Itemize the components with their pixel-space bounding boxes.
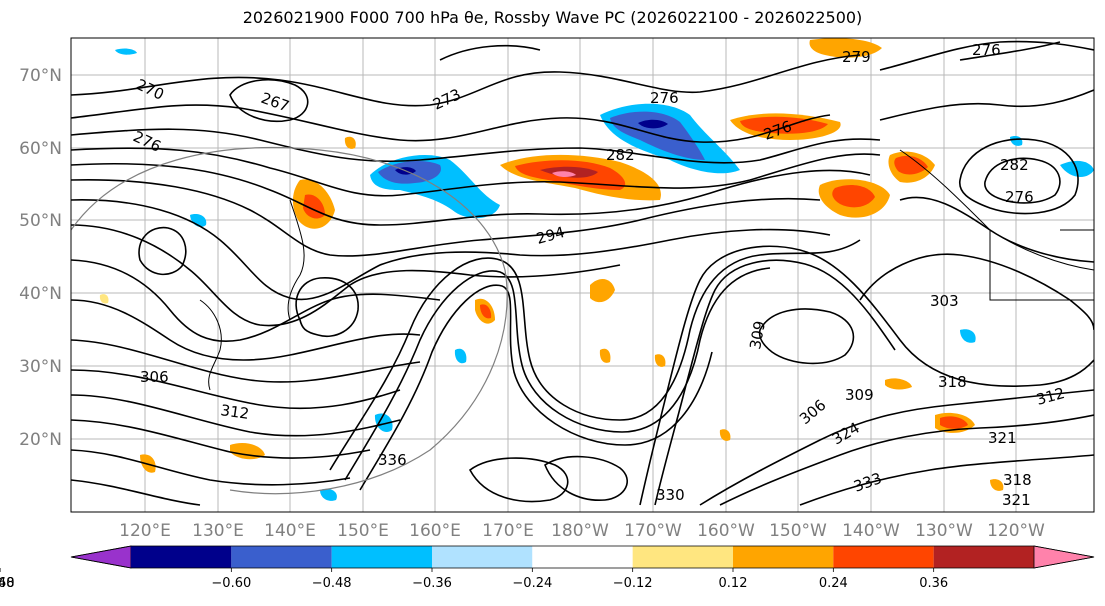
- longitude-label: 140°E: [264, 521, 316, 541]
- theta-e-contours: [71, 40, 1094, 506]
- colorbar-tick-label: −0.12: [613, 576, 653, 591]
- longitude-label: 160°W: [697, 521, 755, 541]
- longitude-label: 140°W: [842, 521, 900, 541]
- positive-anomaly-patch: [552, 171, 576, 178]
- positive-anomaly-patch: [894, 155, 928, 175]
- colorbar-segment: [131, 546, 232, 568]
- colorbar-segment: [933, 546, 1034, 568]
- map-frame: [70, 37, 1095, 513]
- positive-anomaly-patch: [654, 354, 666, 367]
- colorbar-tick-label: −0.60: [211, 576, 251, 591]
- colorbar-tick-label: −0.36: [412, 576, 452, 591]
- colorbar-tick-label: 0.24: [819, 576, 848, 591]
- latitude-label: 60°N: [19, 139, 62, 159]
- longitude-label: 120°W: [987, 521, 1045, 541]
- negative-anomaly-patch: [960, 329, 976, 343]
- contour-label: 282: [1000, 156, 1029, 174]
- contour-label: 312: [219, 401, 250, 423]
- longitude-labels: 120°E 130°E 140°E 150°E 160°E 170°E 180°W 170°W…: [119, 521, 1045, 541]
- colorbar-segment: [231, 546, 332, 568]
- colorbar-extend-left: [70, 545, 132, 569]
- positive-anomaly-patch: [719, 429, 731, 441]
- negative-anomaly-patch: [374, 413, 393, 433]
- contour-label: 303: [930, 292, 959, 310]
- latitude-labels: 70°N 60°N 50°N 40°N 30°N 20°N: [19, 66, 62, 450]
- contour-label: 276: [972, 41, 1001, 59]
- projection-outline: [71, 147, 508, 495]
- positive-anomaly-patch: [940, 416, 968, 429]
- contour-label: 336: [378, 451, 407, 469]
- contour-label: 276: [650, 89, 679, 107]
- contour-label: 309: [746, 319, 769, 350]
- positive-anomaly-patch: [344, 136, 356, 149]
- longitude-label: 150°W: [769, 521, 827, 541]
- latitude-label: 40°N: [19, 284, 62, 304]
- positive-anomaly-patch: [832, 185, 875, 208]
- negative-anomaly-patch: [454, 348, 467, 364]
- contour-label: 318: [1003, 471, 1032, 489]
- coastlines: [199, 149, 1094, 391]
- positive-anomaly-patch: [590, 278, 615, 303]
- contour-label: 282: [606, 146, 635, 164]
- latitude-label: 30°N: [19, 357, 62, 377]
- colorbar-outline: [70, 545, 1095, 569]
- positive-anomaly-patch: [480, 304, 492, 319]
- colorbar-tick-label: 0.60: [0, 576, 14, 591]
- latitude-label: 50°N: [19, 211, 62, 231]
- longitude-label: 130°E: [192, 521, 244, 541]
- longitude-label: 160°E: [409, 521, 461, 541]
- contour-label: 330: [656, 486, 685, 504]
- map-background: [71, 38, 1094, 512]
- colorbar-segment: [532, 546, 633, 568]
- contour-label: 321: [1002, 491, 1031, 509]
- longitude-label: 170°W: [624, 521, 682, 541]
- latitude-label: 70°N: [19, 66, 62, 86]
- colorbar-extend-right: [1033, 545, 1095, 569]
- colorbar-segment: [733, 546, 834, 568]
- contour-label: 276: [1005, 188, 1034, 206]
- contour-label: 318: [938, 373, 967, 391]
- longitude-label: 170°E: [482, 521, 534, 541]
- colorbar-segment: [632, 546, 733, 568]
- negative-anomaly-patch: [115, 48, 137, 55]
- colorbar-segment: [833, 546, 934, 568]
- positive-anomaly-patch: [99, 294, 109, 304]
- map-title: 2026021900 F000 700 hPa θe, Rossby Wave …: [242, 8, 863, 27]
- colorbar-segment: [432, 546, 533, 568]
- positive-anomaly-patch: [990, 479, 1004, 491]
- longitude-label: 150°E: [337, 521, 389, 541]
- positive-anomaly-patch: [230, 443, 265, 460]
- colorbar-tick-label: −0.48: [312, 576, 352, 591]
- longitude-label: 180°W: [551, 521, 609, 541]
- longitude-label: 120°E: [119, 521, 171, 541]
- positive-anomaly-patch: [599, 348, 611, 363]
- colorbar-segment: [331, 546, 432, 568]
- contour-labels: 279 276 270 267 273 276 276 282 276 282 …: [130, 41, 1066, 509]
- longitude-label: 130°W: [915, 521, 973, 541]
- contour-label: 306: [140, 368, 169, 386]
- colorbar: −0.60 −0.48 −0.36 −0.24 −0.12 0.12 0.24 0.36 0.4…: [0, 545, 1095, 591]
- positive-anomaly-patch: [809, 38, 882, 58]
- colorbar-tick-label: −0.24: [512, 576, 552, 591]
- contour-label: 321: [988, 429, 1017, 447]
- positive-anomaly-patch: [885, 378, 912, 390]
- negative-anomaly-patch: [638, 119, 668, 129]
- negative-anomaly-patch: [320, 488, 337, 501]
- colorbar-tick-label: 0.36: [919, 576, 948, 591]
- latitude-label: 20°N: [19, 430, 62, 450]
- contour-label: 309: [845, 386, 874, 404]
- colorbar-tick-label: 0.48: [0, 576, 14, 591]
- colorbar-tick-label: 0.12: [719, 576, 748, 591]
- contour-label: 279: [842, 48, 871, 66]
